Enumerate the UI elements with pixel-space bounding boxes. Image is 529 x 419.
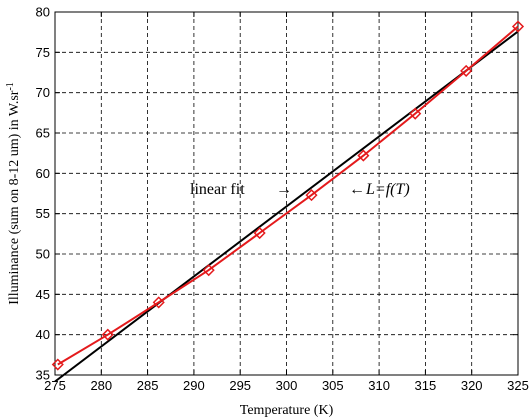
y-tick-label: 35 [36, 368, 50, 383]
y-tick-label: 45 [36, 287, 50, 302]
linear-fit-line [54, 30, 519, 383]
annotation-linear-fit-arrow: → [276, 181, 292, 198]
data-point-marker [101, 328, 114, 341]
x-tick-label: 295 [229, 378, 251, 393]
x-tick-label: 325 [507, 378, 529, 393]
x-tick-label: 320 [461, 378, 483, 393]
y-tick-label: 60 [36, 166, 50, 181]
series-layer [51, 20, 525, 383]
annotation-linear-fit-label: linear fit [190, 181, 245, 198]
annotation-model-arrow: ← [349, 181, 365, 198]
y-tick-label: 50 [36, 247, 50, 262]
data-point-marker [51, 358, 64, 371]
x-tick-label: 285 [137, 378, 159, 393]
annotation-model: ← L=f(T) [349, 181, 410, 198]
y-axis-label: Illuminance (sum on 8-12 um) in W.sr-1 [5, 82, 23, 305]
x-tick-label: 315 [415, 378, 437, 393]
data-point-marker [357, 149, 370, 162]
data-point-marker [511, 20, 525, 33]
y-tick-label: 55 [36, 206, 50, 221]
x-tick-label: 275 [44, 378, 66, 393]
data-point-marker [253, 226, 266, 240]
y-axis-label-superscript: -1 [5, 82, 16, 90]
axis-ticks: 275 280 285 290 295 300 305 310 315 320 325 35 40 45 5… [36, 5, 529, 394]
data-point-marker [305, 189, 318, 202]
data-series-line [57, 25, 519, 366]
x-tick-label: 300 [276, 378, 298, 393]
x-tick-label: 290 [183, 378, 205, 393]
y-tick-label: 75 [36, 45, 50, 60]
data-point-marker [409, 107, 422, 120]
y-tick-label: 80 [36, 5, 50, 20]
y-tick-label: 40 [36, 327, 50, 342]
y-tick-label: 65 [36, 126, 50, 141]
data-point-marker [202, 264, 215, 277]
x-tick-label: 305 [322, 378, 344, 393]
annotation-model-formula: L=f(T) [365, 181, 410, 198]
y-axis-label-main: Illuminance (sum on 8-12 um) in W.sr [7, 90, 22, 305]
x-axis-label: Temperature (K) [240, 403, 334, 418]
x-tick-label: 280 [90, 378, 112, 393]
x-tick-label: 310 [368, 378, 390, 393]
annotation-linear-fit: linear fit → [190, 181, 292, 198]
data-point-marker [152, 296, 165, 309]
data-point-marker [460, 64, 473, 77]
y-tick-label: 70 [36, 85, 50, 100]
